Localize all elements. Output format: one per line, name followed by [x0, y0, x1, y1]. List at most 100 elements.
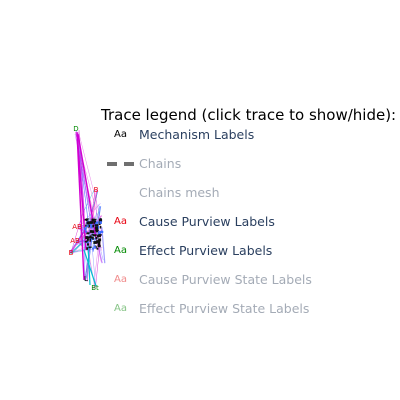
cluster-glyph	[97, 234, 100, 238]
cluster-glyph	[89, 223, 92, 226]
cluster-glyph	[92, 247, 94, 250]
cluster-glyph	[90, 236, 93, 239]
cluster-glyph	[85, 236, 89, 239]
node-cluster	[84, 218, 104, 250]
cluster-glyph	[94, 224, 99, 226]
text-symbol-icon: Aa	[114, 303, 127, 314]
cluster-glyph	[99, 225, 102, 229]
cluster-glyph	[91, 230, 95, 234]
cluster-glyph	[98, 230, 100, 233]
cluster-glyph	[95, 229, 99, 233]
cluster-glyph	[98, 234, 101, 238]
cluster-glyph	[96, 240, 101, 244]
node-label: Bt	[91, 284, 99, 292]
no-symbol-icon	[104, 185, 134, 207]
legend-item-label: Cause Purview Labels	[139, 214, 275, 229]
chain-edge	[83, 249, 97, 287]
chain-edge	[77, 133, 85, 213]
cluster-glyph	[96, 247, 99, 250]
cluster-glyph	[84, 227, 87, 231]
cluster-glyph	[87, 224, 91, 228]
text-symbol-icon: Aa	[114, 245, 127, 256]
cluster-glyph	[95, 221, 99, 224]
cluster-glyph	[93, 241, 97, 244]
legend-item-effect-purview-labels[interactable]: Aa Effect Purview Labels	[101, 243, 391, 265]
node-label: B	[94, 186, 99, 194]
cluster-glyph	[93, 218, 97, 221]
legend-title: Trace legend (click trace to show/hide):	[101, 106, 397, 124]
trace-legend: Trace legend (click trace to show/hide):…	[101, 105, 397, 316]
legend-item-label: Cause Purview State Labels	[139, 272, 312, 287]
cluster-glyph	[92, 224, 95, 228]
legend-item-mechanism-labels[interactable]: Aa Mechanism Labels	[101, 127, 391, 149]
cluster-glyph	[98, 242, 101, 244]
cluster-glyph	[92, 234, 96, 237]
chain-edge	[101, 227, 106, 264]
legend-item-label: Chains	[139, 156, 182, 171]
cluster-glyph	[90, 221, 94, 224]
chain-edge	[76, 132, 85, 281]
legend-item-label: Mechanism Labels	[139, 127, 255, 142]
cluster-glyph	[95, 228, 99, 231]
cluster-glyph	[97, 242, 101, 246]
legend-item-effect-purview-state-labels[interactable]: Aa Effect Purview State Labels	[101, 301, 391, 323]
cluster-glyph	[98, 238, 102, 242]
node-label: AB	[70, 237, 80, 245]
cluster-glyph	[94, 220, 97, 223]
cluster-glyph	[84, 241, 88, 243]
cluster-glyph	[91, 218, 95, 222]
cluster-glyph	[86, 222, 90, 225]
dashed-line-icon	[104, 156, 135, 178]
chain-edge	[70, 243, 82, 255]
cluster-glyph	[97, 244, 101, 248]
cluster-glyph	[88, 236, 90, 238]
cluster-glyph	[98, 234, 102, 236]
legend-item-cause-purview-state-labels[interactable]: Aa Cause Purview State Labels	[101, 272, 391, 294]
cluster-glyph	[85, 230, 87, 233]
cluster-glyph	[97, 232, 101, 235]
cluster-glyph	[86, 232, 90, 235]
text-symbol-icon: Aa	[114, 129, 127, 140]
cluster-glyph	[95, 236, 98, 240]
cluster-glyph	[86, 238, 89, 241]
cluster-glyph	[99, 230, 104, 233]
cluster-glyph	[86, 243, 90, 246]
cluster-glyph	[92, 236, 94, 240]
dash-symbol	[107, 162, 135, 166]
cluster-glyph	[89, 237, 93, 241]
cluster-glyph	[88, 221, 91, 224]
cluster-glyph	[85, 218, 88, 222]
cluster-glyph	[99, 218, 102, 221]
node-label: B	[69, 249, 74, 257]
cluster-glyph	[85, 241, 89, 244]
legend-item-label: Effect Purview State Labels	[139, 301, 310, 316]
cluster-glyph	[99, 221, 102, 224]
cluster-glyph	[86, 240, 89, 242]
text-symbol-icon: Aa	[114, 216, 127, 227]
node-labels: D B AB AB B BtL	[69, 125, 99, 292]
cluster-glyph	[98, 219, 103, 222]
legend-item-chains[interactable]: Chains	[101, 156, 391, 178]
legend-item-chains-mesh[interactable]: Chains mesh	[101, 185, 391, 207]
text-symbol-icon: Aa	[114, 274, 127, 285]
node-label: D	[73, 125, 78, 133]
cluster-glyph	[95, 241, 99, 244]
cluster-glyph	[85, 224, 87, 227]
cluster-glyph	[88, 246, 91, 249]
cluster-glyph	[89, 238, 91, 242]
cluster-glyph	[93, 221, 96, 224]
node-label: AB	[72, 223, 82, 231]
cluster-glyph	[88, 236, 92, 239]
chain-edge	[70, 245, 91, 253]
cluster-glyph	[95, 240, 98, 242]
legend-item-label: Effect Purview Labels	[139, 243, 273, 258]
legend-item-cause-purview-labels[interactable]: Aa Cause Purview Labels	[101, 214, 391, 236]
chain-edges	[69, 130, 106, 290]
legend-item-label: Chains mesh	[139, 185, 220, 200]
cluster-glyph	[90, 225, 93, 229]
cluster-glyph	[94, 246, 96, 249]
cluster-glyph	[98, 223, 101, 226]
cluster-glyph	[88, 235, 90, 238]
cluster-glyph	[86, 225, 89, 227]
